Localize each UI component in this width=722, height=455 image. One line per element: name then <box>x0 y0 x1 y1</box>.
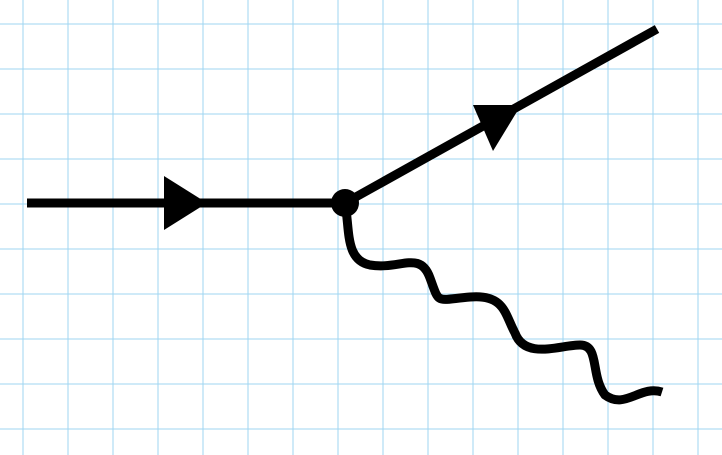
interaction-vertex <box>331 189 359 217</box>
emitted-photon-wavy-line <box>340 202 664 405</box>
incoming-fermion <box>27 176 345 230</box>
outgoing-arrow-icon <box>473 105 521 151</box>
outgoing-fermion <box>342 25 660 207</box>
incoming-arrow-icon <box>164 176 207 230</box>
